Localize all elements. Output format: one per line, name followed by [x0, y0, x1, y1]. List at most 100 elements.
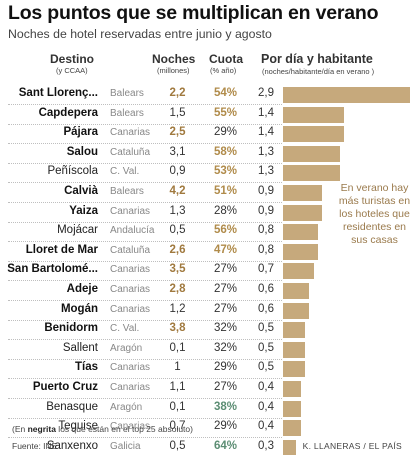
- per-day-value: 0,8: [258, 244, 274, 256]
- table-row: Mojácar Andalucía 0,5 56% 0,8: [0, 222, 414, 242]
- region-label: Andalucía: [110, 225, 155, 236]
- row-divider: [8, 104, 282, 105]
- nights-value: 2,5: [169, 126, 186, 138]
- nights-value: 0,7: [169, 420, 186, 432]
- share-value: 64%: [213, 440, 238, 452]
- chart-annotation: En verano hay más turistas en los hotele…: [338, 182, 411, 246]
- share-value: 32%: [213, 322, 238, 334]
- nights-value: 1,5: [169, 107, 186, 119]
- table-row: Benidorm C. Val. 3,8 32% 0,5: [0, 320, 414, 340]
- per-day-bar: [283, 263, 314, 279]
- table-row: San Bartolomé... Canarias 3,5 27% 0,7: [0, 261, 414, 281]
- share-value: 53%: [213, 165, 238, 177]
- share-value: 32%: [213, 342, 238, 354]
- nights-value: 3,1: [169, 146, 186, 158]
- nights-value: 2,8: [169, 283, 186, 295]
- per-day-bar: [283, 224, 318, 240]
- chart-subtitle: Noches de hotel reservadas entre junio y…: [8, 27, 272, 41]
- destination-label: Sallent: [62, 342, 98, 354]
- region-label: Balears: [110, 186, 144, 197]
- column-header-cuota: Cuota: [209, 52, 243, 66]
- region-label: Canarias: [110, 304, 151, 315]
- per-day-bar: [283, 440, 296, 455]
- region-label: Canarias: [110, 206, 151, 217]
- nights-value: 0,1: [169, 342, 186, 354]
- per-day-bar: [283, 283, 309, 299]
- row-divider: [8, 378, 282, 379]
- share-value: 54%: [213, 87, 238, 99]
- nights-value: 1: [174, 361, 181, 373]
- destination-label: San Bartolomé...: [7, 263, 98, 275]
- region-label: Balears: [110, 108, 144, 119]
- per-day-value: 1,4: [258, 107, 274, 119]
- region-label: Galicia: [110, 441, 141, 452]
- share-value: 29%: [213, 361, 238, 373]
- per-day-value: 0,5: [258, 322, 274, 334]
- table-row: Pájara Canarias 2,5 29% 1,4: [0, 124, 414, 144]
- row-divider: [8, 339, 282, 340]
- region-label: Balears: [110, 88, 144, 99]
- nights-value: 2,6: [169, 244, 186, 256]
- share-value: 27%: [213, 263, 238, 275]
- per-day-value: 0,9: [258, 185, 274, 197]
- table-row: Puerto Cruz Canarias 1,1 27% 0,4: [0, 379, 414, 399]
- destination-label: Pájara: [63, 126, 98, 138]
- per-day-bar: [283, 185, 322, 201]
- footnote: (En negrita los que están en el top 25 a…: [12, 424, 193, 434]
- nights-value: 1,3: [169, 205, 186, 217]
- per-day-value: 0,6: [258, 303, 274, 315]
- per-day-bar: [283, 126, 344, 142]
- table-row: Yaiza Canarias 1,3 28% 0,9: [0, 203, 414, 223]
- table-row: Mogán Canarias 1,2 27% 0,6: [0, 301, 414, 321]
- column-subheader-noches: (millones): [157, 66, 190, 75]
- table-row: Salou Cataluña 3,1 58% 1,3: [0, 144, 414, 164]
- share-value: 56%: [213, 224, 238, 236]
- row-divider: [8, 182, 282, 183]
- per-day-value: 1,3: [258, 146, 274, 158]
- row-divider: [8, 202, 282, 203]
- row-divider: [8, 280, 282, 281]
- region-label: C. Val.: [110, 166, 140, 177]
- per-day-bar: [283, 420, 301, 436]
- footnote-prefix: (En: [12, 424, 28, 434]
- per-day-bar: [283, 107, 344, 123]
- share-value: 28%: [213, 205, 238, 217]
- region-label: Cataluña: [110, 147, 151, 158]
- table-row: Benasque Aragón 0,1 38% 0,4: [0, 399, 414, 419]
- region-label: Canarias: [110, 264, 151, 275]
- per-day-value: 0,7: [258, 263, 274, 275]
- destination-label: Adeje: [66, 283, 98, 295]
- per-day-value: 0,5: [258, 342, 274, 354]
- column-subheader-destino: (y CCAA): [56, 66, 88, 75]
- nights-value: 2,2: [169, 87, 186, 99]
- per-day-bar: [283, 342, 305, 358]
- region-label: Canarias: [110, 127, 151, 138]
- per-day-bar: [283, 381, 301, 397]
- table-row: Teguise Canarias 0,7 29% 0,4: [0, 418, 414, 438]
- per-day-bar: [283, 146, 340, 162]
- destination-label: Mogán: [60, 303, 98, 315]
- destination-label: Teguise: [58, 420, 98, 432]
- table-row: Sanxenxo Galicia 0,5 64% 0,3: [0, 438, 414, 455]
- per-day-value: 0,4: [258, 381, 274, 393]
- footnote-suffix: los que están en el top 25 absoluto): [55, 424, 193, 434]
- per-day-bar: [283, 205, 322, 221]
- nights-value: 4,2: [169, 185, 186, 197]
- per-day-value: 0,9: [258, 205, 274, 217]
- nights-value: 0,5: [169, 440, 186, 452]
- row-divider: [8, 418, 282, 419]
- nights-value: 1,1: [169, 381, 186, 393]
- per-day-bar: [283, 401, 301, 417]
- row-divider: [8, 143, 282, 144]
- per-day-bar: [283, 361, 305, 377]
- share-value: 47%: [213, 244, 238, 256]
- per-day-value: 0,4: [258, 401, 274, 413]
- row-divider: [8, 163, 282, 164]
- destination-label: Tías: [74, 361, 98, 373]
- region-label: Canarias: [110, 284, 151, 295]
- per-day-value: 0,6: [258, 283, 274, 295]
- table-row: Peñíscola C. Val. 0,9 53% 1,3: [0, 163, 414, 183]
- table-row: Sant Llorenç... Balears 2,2 54% 2,9: [0, 85, 414, 105]
- share-value: 27%: [213, 303, 238, 315]
- region-label: Canarias: [110, 362, 151, 373]
